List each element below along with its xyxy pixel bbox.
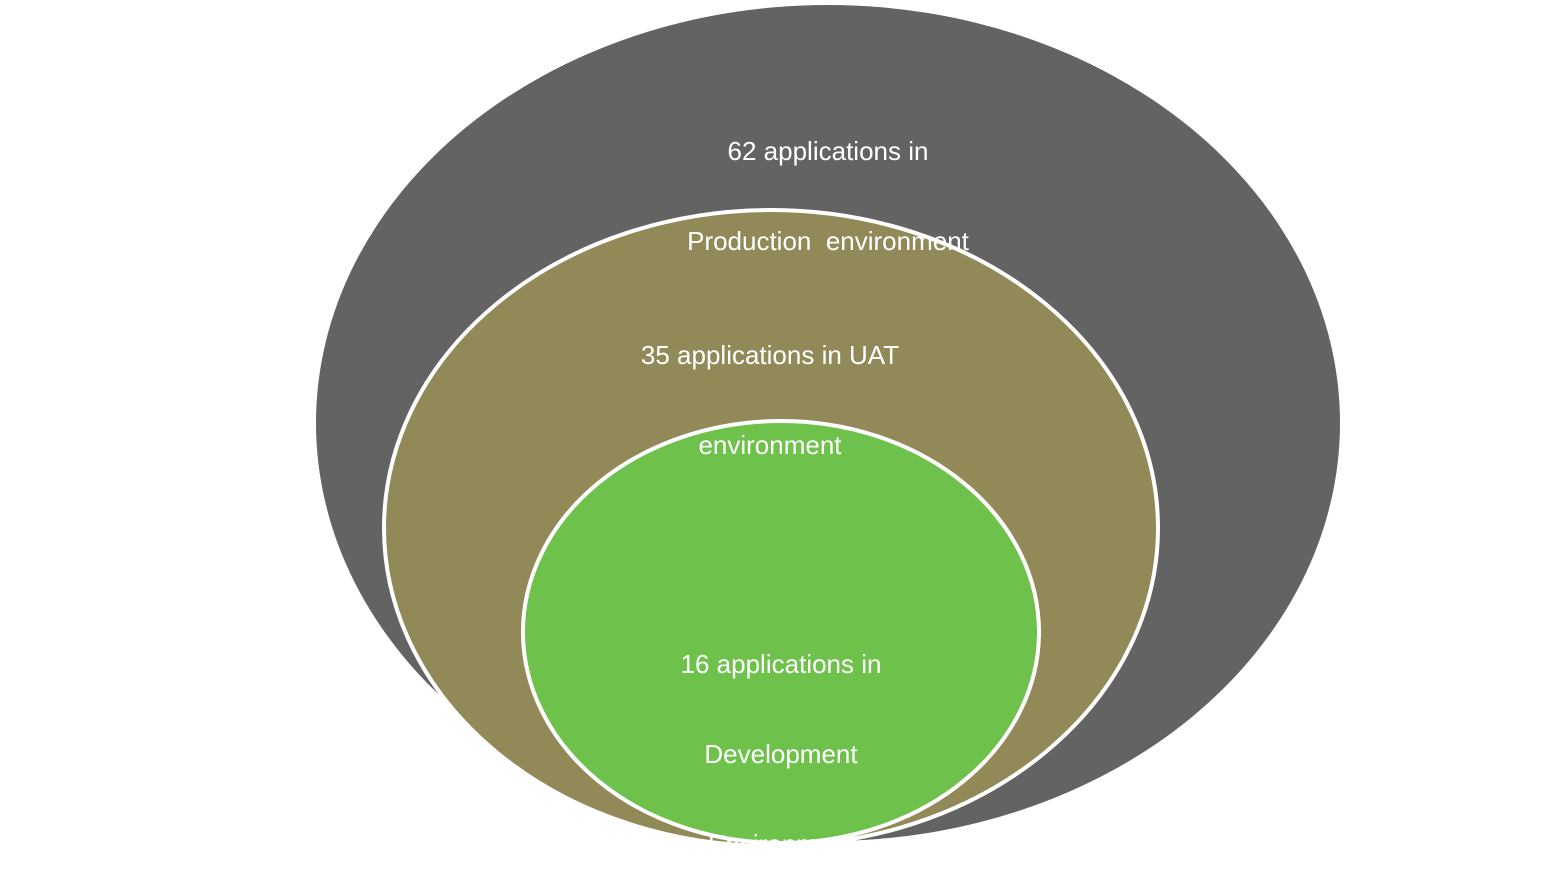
production-label-line-2: Production environment [687, 226, 969, 256]
uat-label-line-2: environment [698, 430, 842, 460]
development-label-line-1: 16 applications in [680, 649, 882, 679]
production-label: 62 applications in Production environmen… [578, 76, 1078, 286]
production-label-line-1: 62 applications in [727, 136, 929, 166]
development-label-line-2: Development [704, 739, 858, 769]
uat-label: 35 applications in UAT environment [520, 280, 1020, 490]
nested-ellipse-diagram [316, 5, 1340, 848]
development-ellipse [521, 419, 1041, 845]
uat-label-line-1: 35 applications in UAT [640, 340, 900, 370]
development-label-line-3: Environment [708, 829, 854, 859]
development-label: 16 applications in Development Environme… [531, 589, 1031, 889]
